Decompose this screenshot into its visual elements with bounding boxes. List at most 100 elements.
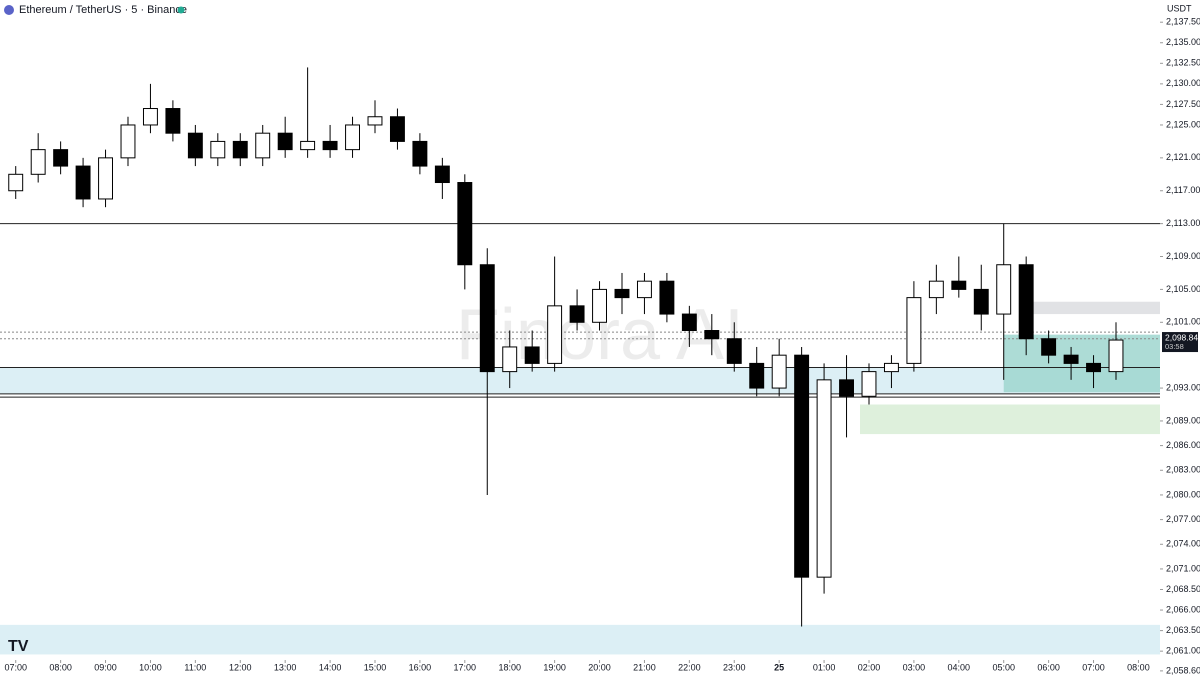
candle-body	[839, 379, 854, 397]
y-tick-label: 2,130.00	[1166, 78, 1200, 88]
candle-body	[861, 371, 877, 397]
candle-body	[592, 288, 607, 323]
candle-body	[8, 173, 24, 192]
candle-body	[794, 354, 810, 578]
x-tick-label: 05:00	[992, 662, 1015, 672]
x-tick-label: 08:00	[1127, 662, 1150, 672]
x-tick-label: 01:00	[813, 662, 836, 672]
y-tick-label: 2,117.00	[1166, 185, 1200, 195]
y-tick-label: 2,137.50	[1166, 17, 1200, 27]
candle-body	[771, 354, 787, 389]
candle-body	[457, 182, 473, 266]
candle-body	[479, 264, 495, 373]
candle-body	[322, 140, 338, 151]
candle-body	[1108, 339, 1124, 373]
candle-body	[816, 379, 832, 578]
zone	[0, 624, 1160, 655]
candle-body	[996, 264, 1012, 315]
y-tick-label: 2,061.00	[1166, 646, 1200, 656]
candle-body	[928, 280, 944, 299]
candle-body	[681, 313, 697, 332]
zone	[0, 367, 1160, 394]
x-tick-label: 09:00	[94, 662, 117, 672]
candle-body	[636, 280, 652, 299]
candle-body	[232, 140, 248, 159]
y-tick-label: 2,063.50	[1166, 625, 1200, 635]
last-price-label: 2,098.84	[1165, 332, 1198, 342]
candle-body	[277, 132, 293, 151]
candle-body	[569, 305, 585, 323]
candle-body	[973, 288, 989, 315]
x-tick-label: 23:00	[723, 662, 746, 672]
x-tick-label: 22:00	[678, 662, 701, 672]
x-tick-label: 06:00	[1037, 662, 1060, 672]
y-tick-label: 2,132.50	[1166, 58, 1200, 68]
candle-body	[120, 124, 136, 159]
y-tick-label: 2,058.60	[1166, 665, 1200, 675]
y-unit: USDT	[1167, 3, 1192, 13]
candle-body	[614, 288, 630, 299]
x-tick-label: 14:00	[319, 662, 342, 672]
candle-body	[75, 165, 91, 200]
candle-body	[98, 157, 113, 200]
x-tick-label: 15:00	[364, 662, 387, 672]
x-tick-label: 04:00	[948, 662, 971, 672]
x-tick-label: 11:00	[184, 662, 206, 672]
candle-body	[300, 140, 316, 151]
candle-body	[412, 140, 428, 167]
candle-body	[389, 116, 405, 142]
x-tick-label: 13:00	[274, 662, 297, 672]
candle-body	[142, 108, 158, 126]
x-tick-label: 03:00	[903, 662, 926, 672]
y-tick-label: 2,066.00	[1166, 604, 1200, 614]
x-tick-label: 02:00	[858, 662, 881, 672]
coin-icon	[4, 5, 14, 15]
candle-body	[502, 346, 518, 373]
countdown: 03:58	[1165, 342, 1184, 351]
candle-body	[187, 132, 203, 159]
y-tick-label: 2,077.00	[1166, 514, 1200, 524]
market-status	[177, 6, 185, 14]
y-tick-label: 2,135.00	[1166, 37, 1200, 47]
y-tick-label: 2,109.00	[1166, 251, 1200, 261]
candle-body	[704, 330, 720, 340]
candle-body	[659, 280, 675, 315]
x-tick-label: 21:00	[633, 662, 656, 672]
y-tick-label: 2,121.00	[1166, 152, 1200, 162]
candle-body	[547, 305, 563, 364]
logo: TV	[8, 638, 29, 655]
zone	[1026, 301, 1160, 315]
y-tick-label: 2,101.00	[1166, 317, 1200, 327]
candle-body	[1018, 264, 1034, 340]
y-tick-label: 2,125.00	[1166, 119, 1200, 129]
zone	[860, 404, 1160, 435]
y-tick-label: 2,105.00	[1166, 284, 1200, 294]
candle-body	[1041, 338, 1057, 356]
x-tick-label: 16:00	[409, 662, 432, 672]
x-tick-label: 10:00	[139, 662, 162, 672]
last-price-tag	[1162, 332, 1198, 353]
x-tick-label: 07:00	[1082, 662, 1105, 672]
y-tick-label: 2,071.00	[1166, 563, 1200, 573]
candle-body	[434, 165, 450, 184]
x-tick-label: 17:00	[454, 662, 477, 672]
x-tick-label: 08:00	[49, 662, 72, 672]
chart-title: Ethereum / TetherUS · 5 · Binance	[19, 4, 187, 16]
x-tick-label: 12:00	[229, 662, 252, 672]
candle-body	[726, 338, 742, 364]
candle-body	[524, 346, 540, 364]
y-tick-label: 2,086.00	[1166, 440, 1200, 450]
candle-body	[30, 149, 46, 175]
y-tick-label: 2,068.50	[1166, 584, 1200, 594]
y-tick-label: 2,080.00	[1166, 489, 1200, 499]
y-tick-label: 2,074.00	[1166, 539, 1200, 549]
candle-body	[883, 362, 899, 373]
candle-body	[906, 297, 922, 364]
x-tick-label: 18:00	[498, 662, 521, 672]
candle-body	[367, 116, 383, 126]
x-tick-label: 20:00	[588, 662, 611, 672]
zone	[1003, 334, 1160, 393]
candle-body	[255, 132, 271, 159]
candle-body	[951, 280, 967, 290]
